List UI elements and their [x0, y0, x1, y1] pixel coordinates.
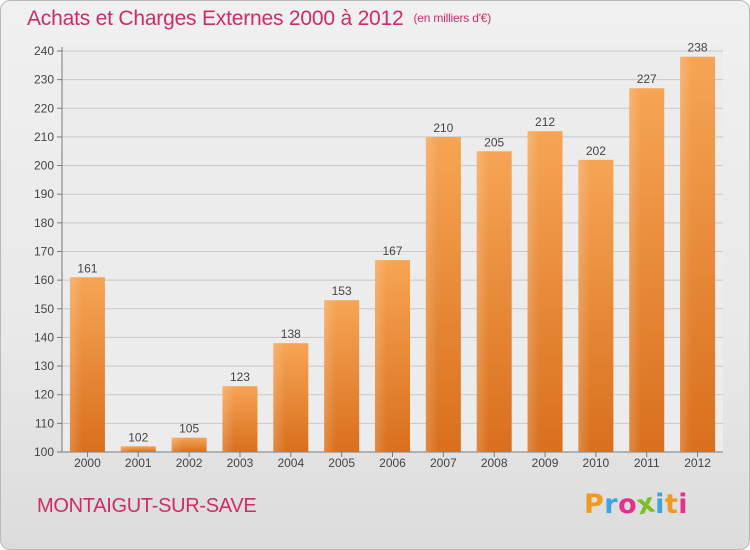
y-tick-label: 190 — [34, 187, 54, 201]
y-tick-label: 150 — [34, 302, 54, 316]
bar-value-label: 238 — [688, 41, 708, 55]
bar-highlight — [172, 438, 207, 452]
logo-letter: t — [665, 489, 678, 520]
bar-highlight — [70, 277, 105, 452]
bar-highlight — [426, 137, 461, 452]
proxiti-logo: Proxiti — [584, 489, 688, 520]
y-tick-label: 120 — [34, 388, 54, 402]
y-tick-label: 220 — [34, 101, 54, 115]
x-tick-label: 2009 — [532, 456, 559, 470]
y-tick-label: 140 — [34, 330, 54, 344]
y-tick-label: 200 — [34, 159, 54, 173]
y-tick-label: 160 — [34, 273, 54, 287]
bar-highlight — [273, 343, 308, 452]
x-tick-label: 2003 — [227, 456, 254, 470]
x-tick-label: 2011 — [634, 456, 660, 470]
bar-value-label: 105 — [179, 422, 199, 436]
bar-highlight — [680, 57, 715, 452]
x-tick-label: 2004 — [277, 456, 304, 470]
y-tick-label: 170 — [34, 245, 54, 259]
x-tick-label: 2007 — [430, 456, 457, 470]
x-tick-label: 2012 — [684, 456, 711, 470]
x-tick-label: 2001 — [125, 456, 152, 470]
commune-name: MONTAIGUT-SUR-SAVE — [37, 495, 256, 518]
bar-value-label: 138 — [281, 327, 301, 341]
y-tick-label: 130 — [34, 359, 54, 373]
bar-value-label: 212 — [535, 115, 555, 129]
bar-highlight — [629, 88, 664, 452]
x-tick-label: 2000 — [74, 456, 101, 470]
bar-value-label: 202 — [586, 144, 606, 158]
bar-highlight — [121, 446, 156, 452]
logo-letter: P — [584, 489, 604, 520]
bar-value-label: 153 — [332, 284, 352, 298]
x-tick-label: 2010 — [583, 456, 610, 470]
x-tick-label: 2008 — [481, 456, 508, 470]
bar-value-label: 210 — [433, 121, 453, 135]
x-tick-label: 2005 — [328, 456, 355, 470]
bar-value-label: 123 — [230, 370, 250, 384]
x-tick-label: 2006 — [379, 456, 406, 470]
y-tick-label: 210 — [34, 130, 54, 144]
bar-highlight — [578, 160, 613, 452]
bar-highlight — [222, 386, 257, 452]
chart-frame: Achats et Charges Externes 2000 à 2012 (e… — [0, 0, 750, 550]
bar-chart: 1001101201301401501601701801902002102202… — [1, 1, 750, 550]
y-tick-label: 110 — [35, 416, 54, 430]
x-tick-label: 2002 — [176, 456, 203, 470]
logo-letter: r — [604, 489, 618, 520]
bar-highlight — [324, 300, 359, 452]
y-tick-label: 230 — [34, 73, 54, 87]
bar-value-label: 205 — [484, 135, 504, 149]
bar-highlight — [375, 260, 410, 452]
y-tick-label: 100 — [34, 445, 54, 459]
bar-highlight — [528, 131, 563, 452]
bar-value-label: 161 — [77, 261, 97, 275]
y-tick-label: 180 — [34, 216, 54, 230]
bar-value-label: 167 — [382, 244, 402, 258]
bar-value-label: 102 — [128, 430, 148, 444]
bar-value-label: 227 — [637, 72, 657, 86]
logo-letter: i — [678, 489, 688, 520]
y-tick-label: 240 — [34, 44, 54, 58]
bar-highlight — [477, 151, 512, 452]
